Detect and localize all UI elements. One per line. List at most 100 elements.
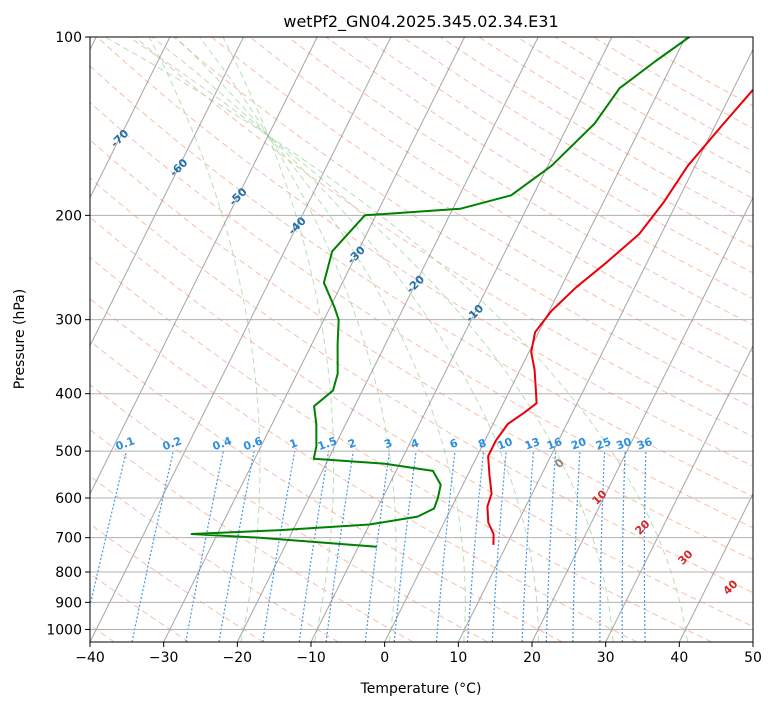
mixing-ratio-line bbox=[466, 451, 485, 642]
dewpoint-profile-line bbox=[190, 37, 690, 548]
isotherm-line bbox=[90, 37, 318, 496]
isotherm-label: -50 bbox=[226, 185, 249, 208]
y-tick-label: 700 bbox=[55, 531, 82, 547]
theta-label: 40 bbox=[721, 577, 741, 597]
mixing-ratio-label: 10 bbox=[496, 435, 515, 453]
mixing-ratio-label: 0.1 bbox=[114, 434, 137, 453]
mixing-ratio-label: 1 bbox=[288, 436, 300, 451]
dry-adiabat bbox=[364, 37, 753, 274]
isotherm-line bbox=[457, 48, 753, 642]
dry-adiabat bbox=[134, 37, 753, 438]
isotherm-line bbox=[90, 37, 392, 642]
y-axis: 100 200 300 400 500 600 700 800 900 1000 bbox=[46, 30, 90, 638]
dry-adiabat bbox=[325, 37, 753, 300]
isotherm-label: -90 bbox=[0, 68, 13, 91]
theta-label: 10 bbox=[590, 487, 610, 507]
mixing-ratio-label: 20 bbox=[569, 435, 588, 453]
isotherm-label: -40 bbox=[286, 214, 309, 237]
x-tick-label: 50 bbox=[744, 650, 762, 666]
mixing-ratio-label: 8 bbox=[476, 436, 488, 451]
mixing-ratio-line bbox=[572, 451, 581, 642]
y-tick-label: 200 bbox=[55, 208, 82, 224]
dry-adiabat bbox=[90, 65, 753, 498]
dry-adiabat bbox=[554, 37, 753, 152]
mixing-ratio-label: 0.4 bbox=[211, 434, 234, 453]
theta-label: 20 bbox=[633, 517, 653, 537]
mixing-ratio-label: 2 bbox=[346, 436, 358, 451]
isotherm-line bbox=[310, 37, 613, 642]
dry-adiabat bbox=[90, 101, 753, 529]
dry-adiabat bbox=[90, 475, 339, 642]
theta-label: 30 bbox=[676, 547, 696, 567]
x-tick-label: −30 bbox=[149, 650, 179, 666]
isotherm-label: -80 bbox=[49, 98, 72, 121]
mixing-ratio-line bbox=[325, 451, 354, 642]
mixing-ratio-line bbox=[435, 451, 456, 642]
mixing-ratio-line bbox=[218, 450, 255, 642]
y-axis-title: Pressure (hPa) bbox=[12, 289, 28, 389]
x-tick-label: 0 bbox=[380, 650, 389, 666]
mixing-ratio-label: 0.6 bbox=[242, 434, 265, 453]
dry-adiabat bbox=[90, 429, 414, 642]
y-tick-label: 800 bbox=[55, 565, 82, 581]
y-tick-label: 600 bbox=[55, 491, 82, 507]
mixing-ratio-line bbox=[599, 451, 606, 642]
dry-adiabat bbox=[516, 37, 753, 176]
dry-adiabat bbox=[478, 37, 753, 199]
isotherm-line bbox=[678, 492, 753, 642]
moist-adiabat bbox=[175, 37, 466, 642]
x-tick-label: 30 bbox=[597, 650, 615, 666]
temperature-profile-line bbox=[486, 88, 753, 545]
mixing-ratio-label: 16 bbox=[545, 435, 564, 453]
mixing-ratio-line bbox=[262, 450, 296, 642]
dry-adiabat bbox=[90, 572, 190, 642]
y-tick-label: 900 bbox=[55, 595, 82, 611]
isotherm-label: -70 bbox=[108, 127, 131, 150]
mixing-ratio-line bbox=[545, 451, 557, 642]
mixing-ratio-line bbox=[393, 451, 417, 642]
profile-lines bbox=[190, 37, 753, 548]
x-axis: −40 −30 −20 −10 0 10 20 30 40 50 bbox=[75, 642, 762, 666]
dry-adiabat bbox=[287, 37, 753, 326]
dry-adiabat bbox=[90, 340, 563, 642]
pressure-grid bbox=[90, 37, 753, 630]
isotherm-line bbox=[605, 344, 753, 642]
mixing-ratio-label: 13 bbox=[523, 435, 542, 452]
dry-adiabat bbox=[90, 298, 638, 642]
mixing-ratio-line bbox=[90, 450, 128, 609]
mixing-ratio-label: 0.2 bbox=[161, 434, 184, 453]
y-tick-label: 500 bbox=[55, 444, 82, 460]
dry-adiabat bbox=[90, 384, 488, 642]
isotherm-label: -60 bbox=[167, 156, 190, 179]
dry-adiabat bbox=[90, 216, 753, 628]
isotherm-label: -20 bbox=[404, 272, 427, 295]
x-tick-label: 40 bbox=[670, 650, 688, 666]
isotherm-line bbox=[384, 37, 687, 642]
isotherm-line bbox=[90, 37, 171, 199]
isotherm-line bbox=[236, 37, 539, 642]
dry-adiabat bbox=[249, 37, 753, 353]
isotherm-label: -30 bbox=[345, 243, 368, 266]
mixing-ratio-line bbox=[643, 451, 647, 642]
dry-adiabat bbox=[90, 523, 264, 642]
x-tick-label: −40 bbox=[75, 650, 105, 666]
mixing-ratio-line bbox=[621, 451, 626, 642]
mixing-ratio-line bbox=[491, 451, 507, 642]
isotherm-label: -10 bbox=[463, 302, 486, 325]
mixing-ratio-label: 30 bbox=[614, 435, 633, 453]
moist-adiabat bbox=[148, 37, 261, 642]
dry-adiabat bbox=[90, 177, 753, 594]
mixing-ratio-line bbox=[364, 451, 391, 642]
x-axis-title: Temperature (°C) bbox=[360, 681, 482, 697]
mixing-ratio-label: 4 bbox=[409, 436, 421, 451]
dry-adiabat bbox=[90, 139, 753, 561]
mixing-ratio-line bbox=[131, 450, 174, 642]
isotherm-line bbox=[752, 640, 753, 642]
y-tick-label: 400 bbox=[55, 387, 82, 403]
mixing-ratio-label: 6 bbox=[448, 436, 460, 451]
x-tick-label: 20 bbox=[523, 650, 541, 666]
y-tick-label: 300 bbox=[55, 313, 82, 329]
dry-adiabat bbox=[211, 37, 753, 381]
plot-frame bbox=[89, 36, 754, 643]
